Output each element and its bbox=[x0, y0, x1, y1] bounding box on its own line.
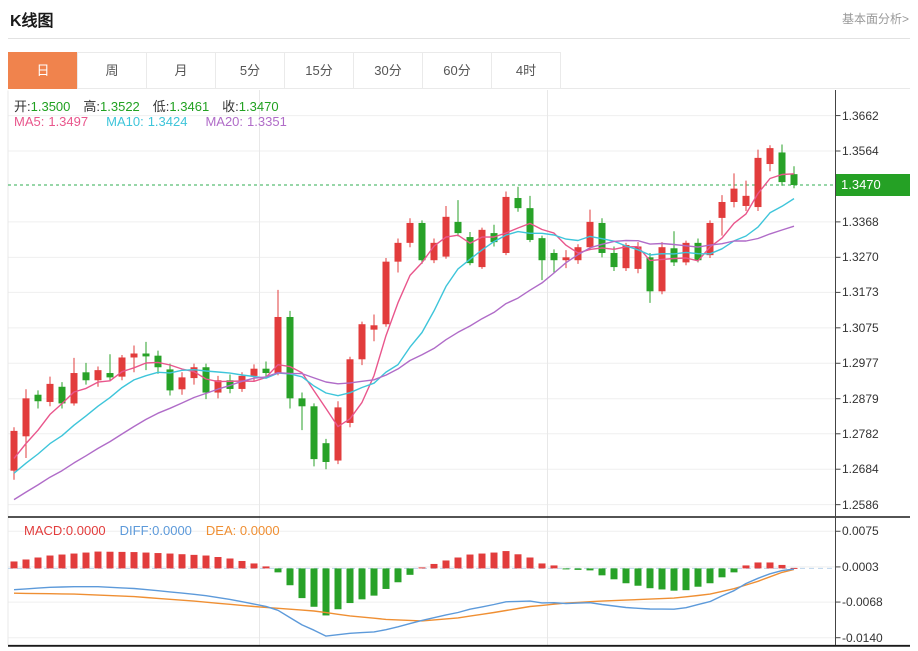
price-axis-tick: 1.3368 bbox=[842, 214, 879, 229]
open-label: 开: bbox=[14, 99, 31, 114]
price-axis-tick: 1.3564 bbox=[842, 144, 879, 158]
price-axis-tick: 1.2586 bbox=[842, 497, 879, 512]
high-value: 1.3522 bbox=[100, 99, 140, 114]
macd-axis-tick: 0.0075 bbox=[842, 524, 879, 539]
current-price-tag: 1.3470 bbox=[836, 174, 910, 196]
fundamental-analysis-link[interactable]: 基本面分析> bbox=[841, 12, 909, 26]
ma10-value: 1.3424 bbox=[147, 114, 188, 129]
price-axis-tick: 1.2879 bbox=[842, 391, 879, 406]
price-axis-tick: 1.2684 bbox=[842, 462, 879, 477]
price-axis-tick: 1.3662 bbox=[842, 108, 879, 123]
price-axis-tick: 1.2782 bbox=[842, 426, 879, 441]
close-label: 收: bbox=[222, 99, 239, 114]
kline-chart[interactable] bbox=[0, 89, 918, 649]
tab-4hour[interactable]: 4时 bbox=[491, 52, 561, 89]
price-axis-tick: 1.3270 bbox=[842, 250, 879, 265]
macd-value: MACD:0.0000 bbox=[24, 523, 106, 538]
close-value: 1.3470 bbox=[238, 99, 279, 114]
dea-value: DEA: 0.0000 bbox=[205, 523, 280, 538]
diff-value: DIFF:0.0000 bbox=[119, 523, 192, 538]
high-label: 高: bbox=[83, 99, 101, 114]
low-label: 低: bbox=[152, 99, 170, 114]
ma5-value: 1.3497 bbox=[48, 114, 89, 129]
ma5-label: MA5: bbox=[14, 114, 45, 129]
tab-30min[interactable]: 30分 bbox=[353, 52, 423, 89]
low-value: 1.3461 bbox=[169, 99, 210, 114]
macd-legend-bar: MACD:0.0000 DIFF:0.0000 DEA: 0.0000 bbox=[24, 523, 294, 538]
macd-axis-tick: -0.0068 bbox=[842, 595, 883, 610]
tab-day[interactable]: 日 bbox=[8, 52, 78, 89]
ohlc-quote-bar: 开:1.3500 高:1.3522 低:1.3461 收:1.3470 bbox=[14, 96, 292, 115]
ma20-label: MA20: bbox=[205, 114, 244, 129]
tab-15min[interactable]: 15分 bbox=[284, 52, 354, 89]
ma-legend-bar: MA5: 1.3497 MA10: 1.3424 MA20: 1.3351 bbox=[14, 114, 305, 129]
open-value: 1.3500 bbox=[30, 99, 71, 114]
tab-60min[interactable]: 60分 bbox=[422, 52, 492, 89]
ma20-value: 1.3351 bbox=[247, 114, 287, 129]
price-axis-tick: 1.3075 bbox=[842, 320, 879, 335]
ma10-label: MA10: bbox=[106, 114, 144, 129]
macd-axis-tick: 0.0003 bbox=[842, 559, 879, 574]
timeframe-tab-strip: 日周月 5分 15分 30分 60分 4时 bbox=[8, 52, 910, 89]
page-title: K线图 bbox=[10, 13, 54, 30]
tab-5min[interactable]: 5分 bbox=[215, 52, 285, 89]
tab-month[interactable]: 月 bbox=[146, 52, 216, 89]
price-axis-tick: 1.2977 bbox=[842, 356, 879, 371]
price-axis-tick: 1.3173 bbox=[842, 285, 879, 300]
header-divider bbox=[8, 38, 910, 39]
macd-axis-tick: -0.0140 bbox=[842, 630, 883, 645]
